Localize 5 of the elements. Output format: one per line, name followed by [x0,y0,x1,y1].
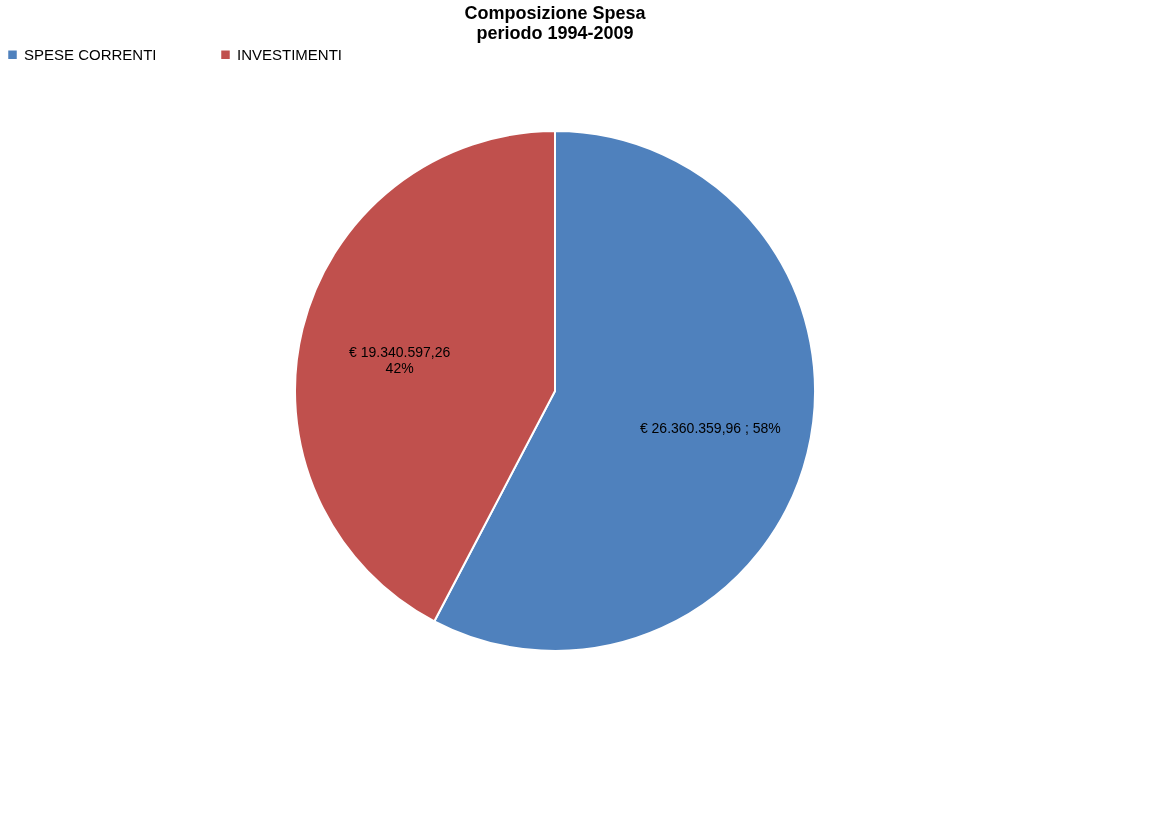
data-label: € 26.360.359,96 ; 58% [639,420,781,437]
chart-title: Composizione Spesa periodo 1994-2009 [464,3,647,43]
legend-label: INVESTIMENTI [237,45,343,63]
data-label: € 19.340.597,26 42% [349,343,451,376]
legend-label: SPESE CORRENTI [24,45,157,63]
